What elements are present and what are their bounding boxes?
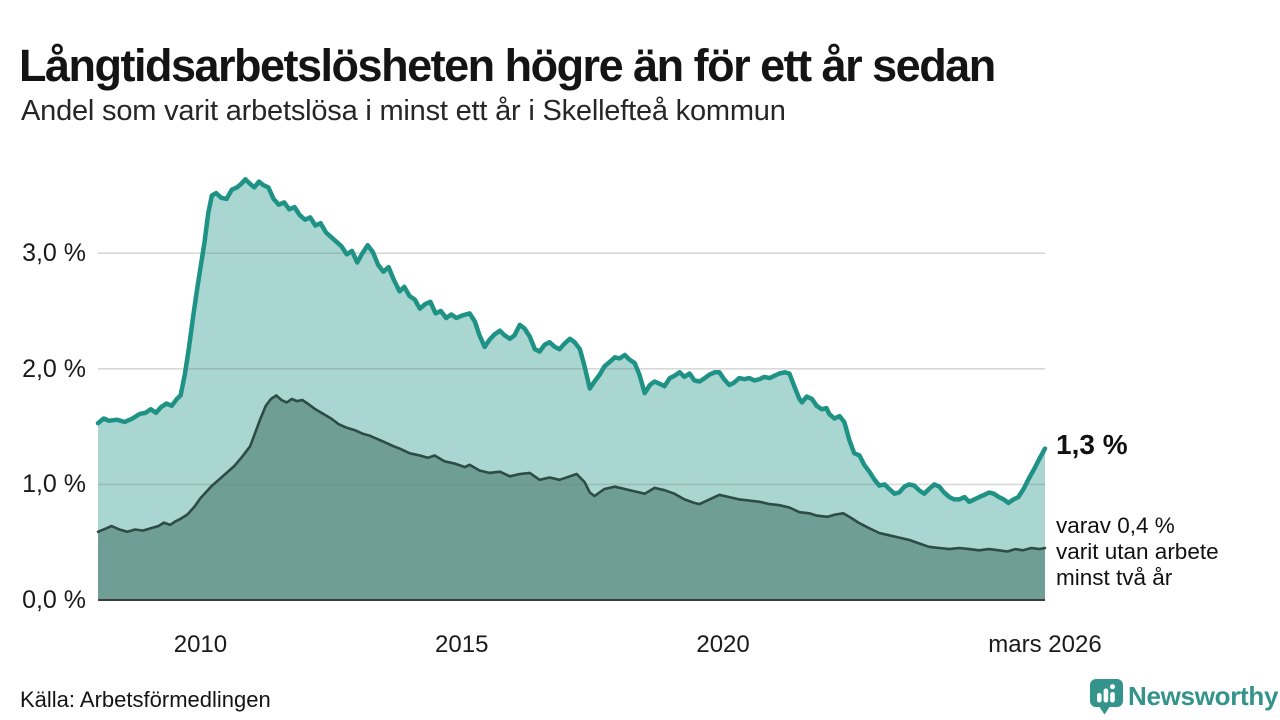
x-axis-tick-label: 2020 bbox=[696, 631, 750, 658]
area-fill-min-two-years bbox=[98, 395, 1045, 600]
x-axis-tick-label: mars 2026 bbox=[988, 631, 1102, 658]
secondary-series-annotation: varav 0,4 % varit utan arbete minst två … bbox=[1056, 513, 1219, 591]
endpoint-value-label: 1,3 % bbox=[1056, 429, 1128, 460]
newsworthy-logo-text: Newsworthy bbox=[1128, 681, 1279, 711]
x-axis-tick-label: 2015 bbox=[435, 631, 489, 658]
page-title: Långtidsarbetslösheten högre än för ett … bbox=[19, 40, 996, 92]
y-axis-tick-label: 0,0 % bbox=[22, 586, 86, 614]
source-attribution: Källa: Arbetsförmedlingen bbox=[20, 687, 271, 712]
x-axis-tick-label: 2010 bbox=[173, 631, 228, 658]
newsworthy-brand: Newsworthy bbox=[1088, 677, 1278, 719]
annotation-line: varit utan arbete bbox=[1056, 539, 1219, 564]
line-min-one-year bbox=[95, 177, 1048, 506]
line-min-two-years bbox=[96, 394, 1047, 553]
newsworthy-logo-icon bbox=[1090, 679, 1123, 715]
annotation-line: varav 0,4 % bbox=[1056, 513, 1175, 538]
y-axis-tick-label: 2,0 % bbox=[22, 354, 86, 383]
chart-subtitle: Andel som varit arbetslösa i minst ett å… bbox=[21, 95, 786, 127]
y-axis-tick-label: 3,0 % bbox=[22, 239, 86, 268]
y-axis-tick-label: 1,0 % bbox=[22, 470, 86, 499]
annotation-line: minst två år bbox=[1056, 565, 1173, 590]
